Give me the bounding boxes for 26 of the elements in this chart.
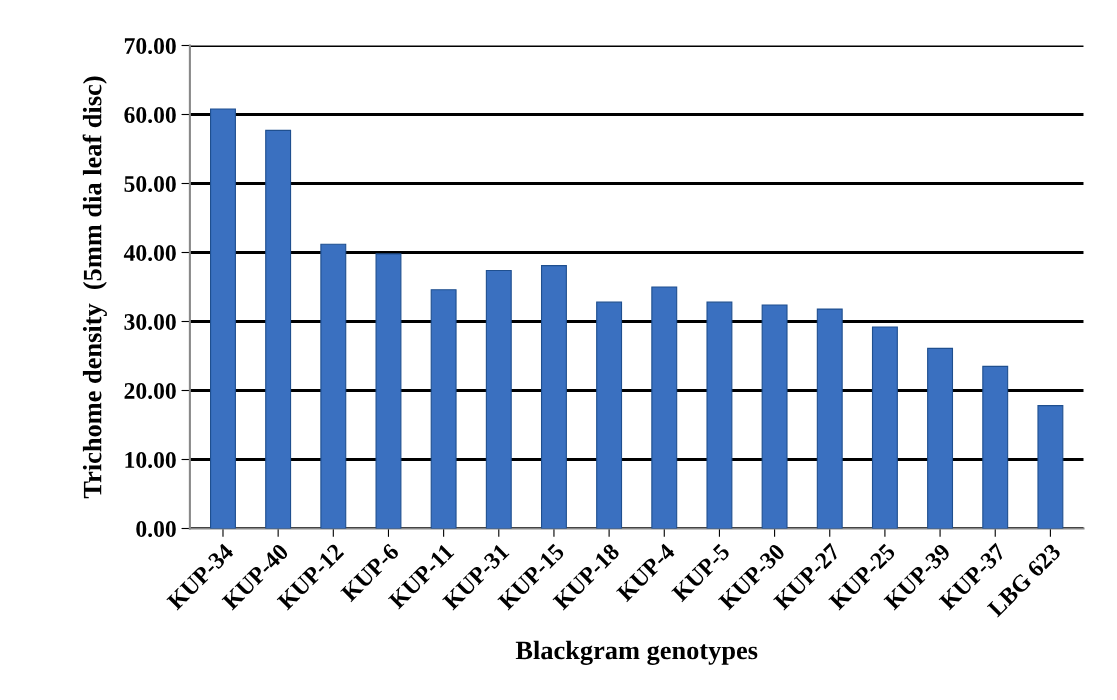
y-tick-label: 30.00 <box>124 313 176 331</box>
y-tick-label: 70.00 <box>124 37 176 55</box>
bar <box>706 301 733 529</box>
bar <box>540 265 567 529</box>
bar <box>871 326 898 529</box>
bar <box>651 286 678 529</box>
y-tick-label: 40.00 <box>123 244 176 262</box>
y-tick-label: 20.00 <box>124 382 176 400</box>
x-axis-title: Blackgram genotypes <box>515 640 758 665</box>
bar <box>265 129 292 529</box>
y-tick-label: 0.00 <box>136 520 176 538</box>
bar <box>761 304 788 529</box>
y-axis-title: Trichome density (5mm dia leaf disc) <box>82 76 107 499</box>
bar <box>375 253 402 529</box>
bar <box>485 269 512 529</box>
bar <box>1037 405 1064 529</box>
y-tick-label: 60.00 <box>124 106 176 124</box>
bar <box>596 301 623 529</box>
y-tick-label: 10.00 <box>125 451 176 469</box>
bar <box>982 365 1009 529</box>
bar <box>816 308 843 529</box>
bar <box>430 289 457 529</box>
bar <box>210 108 236 529</box>
bar <box>320 243 347 529</box>
bar <box>927 347 954 529</box>
y-tick-label: 50.00 <box>124 175 176 193</box>
